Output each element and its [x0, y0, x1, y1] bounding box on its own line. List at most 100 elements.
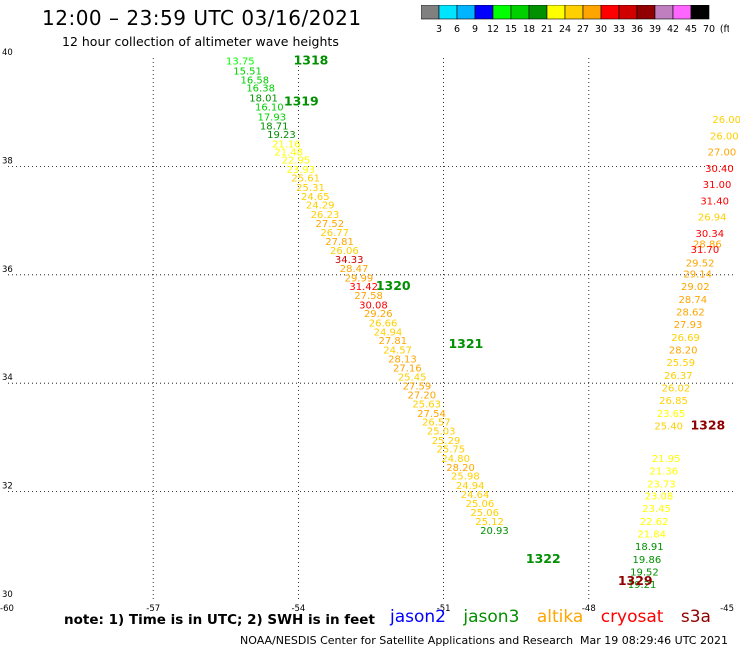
wave-height-point: 28.62 [676, 307, 705, 318]
wave-height-point: 24.64 [461, 490, 490, 501]
wave-height-point: 25.45 [398, 372, 427, 383]
wave-height-point: 27.54 [417, 409, 446, 420]
colorbar-swatch [690, 5, 710, 20]
wave-height-point: 25.29 [432, 436, 461, 447]
wave-height-point: 24.80 [441, 454, 470, 465]
wave-height-point: 28.74 [679, 295, 708, 306]
wave-height-point: 25.59 [666, 358, 695, 369]
wave-height-point: 24.29 [306, 201, 335, 212]
wave-height-point: 27.58 [354, 291, 383, 302]
satellite-legend: jason2 jason3 altika cryosat s3a [390, 607, 723, 627]
wave-height-point: 23.73 [647, 479, 676, 490]
wave-height-point: 26.94 [698, 213, 727, 224]
x-tick-label: -57 [146, 604, 160, 614]
colorbar-label: 21 [541, 24, 553, 35]
wave-height-point: 21.95 [652, 454, 681, 465]
legend-altika: altika [536, 607, 584, 627]
wave-height-point: 25.75 [437, 445, 466, 456]
wave-height-point: 19.86 [633, 555, 662, 566]
y-tick-label: 40 [2, 48, 13, 58]
y-tick-label: 38 [2, 156, 13, 166]
wave-height-point: 29.26 [364, 309, 393, 320]
wave-height-point: 26.00 [712, 115, 740, 126]
x-tick-label: -48 [582, 604, 596, 614]
wave-height-point: 25.06 [470, 508, 499, 519]
wave-height-point: 18.01 [249, 93, 278, 104]
colorbar-label: 27 [577, 24, 589, 35]
wave-height-point: 26.23 [311, 210, 340, 221]
wave-height-point: 21.16 [272, 139, 301, 150]
pass-number-label: 1319 [284, 94, 319, 109]
wave-height-point: 26.77 [320, 228, 349, 239]
wave-height-point: 15.51 [233, 66, 262, 77]
wave-height-point: 31.42 [349, 282, 378, 293]
wave-height-point: 31.70 [691, 245, 720, 256]
wave-height-point: 27.59 [403, 382, 432, 393]
wave-height-point: 26.02 [662, 383, 691, 394]
y-tick-label: 32 [2, 482, 13, 492]
wave-height-point: 27.93 [674, 320, 703, 331]
colorbar-label: 36 [631, 24, 643, 35]
wave-height-point: 24.94 [456, 481, 485, 492]
chart-subtitle: 12 hour collection of altimeter wave hei… [62, 34, 339, 49]
legend-cryosat: cryosat [600, 607, 664, 627]
wave-height-point: 28.13 [388, 355, 417, 366]
colorbar-label: 42 [667, 24, 679, 35]
generated-timestamp: Mar 19 08:29:46 UTC 2021 [580, 634, 728, 647]
wave-height-point: 25.40 [654, 421, 683, 432]
colorbar-label: 9 [472, 24, 478, 35]
colorbar-label: 70 [703, 24, 715, 35]
wave-height-point: 25.12 [475, 517, 504, 528]
wave-height-point: 30.40 [705, 164, 734, 175]
colorbar-label: 30 [595, 24, 607, 35]
wave-height-point: 25.31 [296, 183, 325, 194]
colorbar-label: 45 [685, 24, 697, 35]
pass-number-label: 1321 [448, 336, 483, 351]
pass-number-label: 1320 [376, 278, 411, 293]
wave-height-point: 25.98 [451, 472, 480, 483]
wave-height-point: 17.93 [257, 112, 286, 123]
wave-height-point: 22.62 [640, 517, 669, 528]
wave-height-point: 16.38 [246, 84, 275, 95]
wave-height-point: 30.08 [359, 300, 388, 311]
wave-height-point: 27.16 [393, 363, 422, 374]
pass-number-label: 1318 [294, 53, 329, 68]
wave-height-point: 28.86 [693, 240, 722, 251]
wave-height-point: 34.33 [335, 255, 364, 266]
colorbar-label: 3 [436, 24, 442, 35]
x-tick-label: -54 [291, 604, 305, 614]
legend-jason2: jason2 [390, 607, 446, 627]
colorbar-label: 15 [505, 24, 517, 35]
wave-height-point: 19.23 [267, 130, 296, 141]
colorbar-label: (ft) [720, 24, 729, 35]
wave-height-point: 23.93 [286, 165, 315, 176]
wave-height-point: 25.03 [427, 427, 456, 438]
wave-height-point: 16.58 [241, 75, 270, 86]
wave-height-point: 25.61 [291, 174, 320, 185]
units-note: note: 1) Time is in UTC; 2) SWH is in fe… [64, 612, 375, 628]
wave-height-point: 30.34 [695, 229, 724, 240]
legend-jason3: jason3 [463, 607, 520, 627]
wave-height-point: 29.14 [683, 270, 712, 281]
wave-height-point: 24.94 [374, 328, 403, 339]
wave-height-point: 27.52 [316, 219, 345, 230]
wave-height-point: 31.00 [703, 180, 732, 191]
colorbar-label: 39 [649, 24, 661, 35]
wave-height-point: 26.85 [659, 396, 688, 407]
wave-height-point: 24.65 [301, 192, 330, 203]
wave-height-point: 29.02 [681, 282, 710, 293]
y-tick-label: 36 [2, 265, 13, 275]
wave-height-point: 13.75 [226, 57, 255, 68]
credit-line: NOAA/NESDIS Center for Satellite Applica… [240, 634, 574, 647]
wave-height-point: 28.20 [446, 463, 475, 474]
wave-height-point: 26.00 [710, 131, 739, 142]
wave-height-point: 25.06 [466, 499, 495, 510]
wave-height-point: 26.57 [422, 417, 451, 428]
wave-height-point: 27.81 [325, 237, 354, 248]
wave-height-point: 19.21 [628, 580, 657, 591]
wave-height-point: 26.66 [369, 318, 398, 329]
wave-height-point: 19.52 [630, 568, 659, 579]
wave-height-point: 21.36 [649, 466, 678, 477]
